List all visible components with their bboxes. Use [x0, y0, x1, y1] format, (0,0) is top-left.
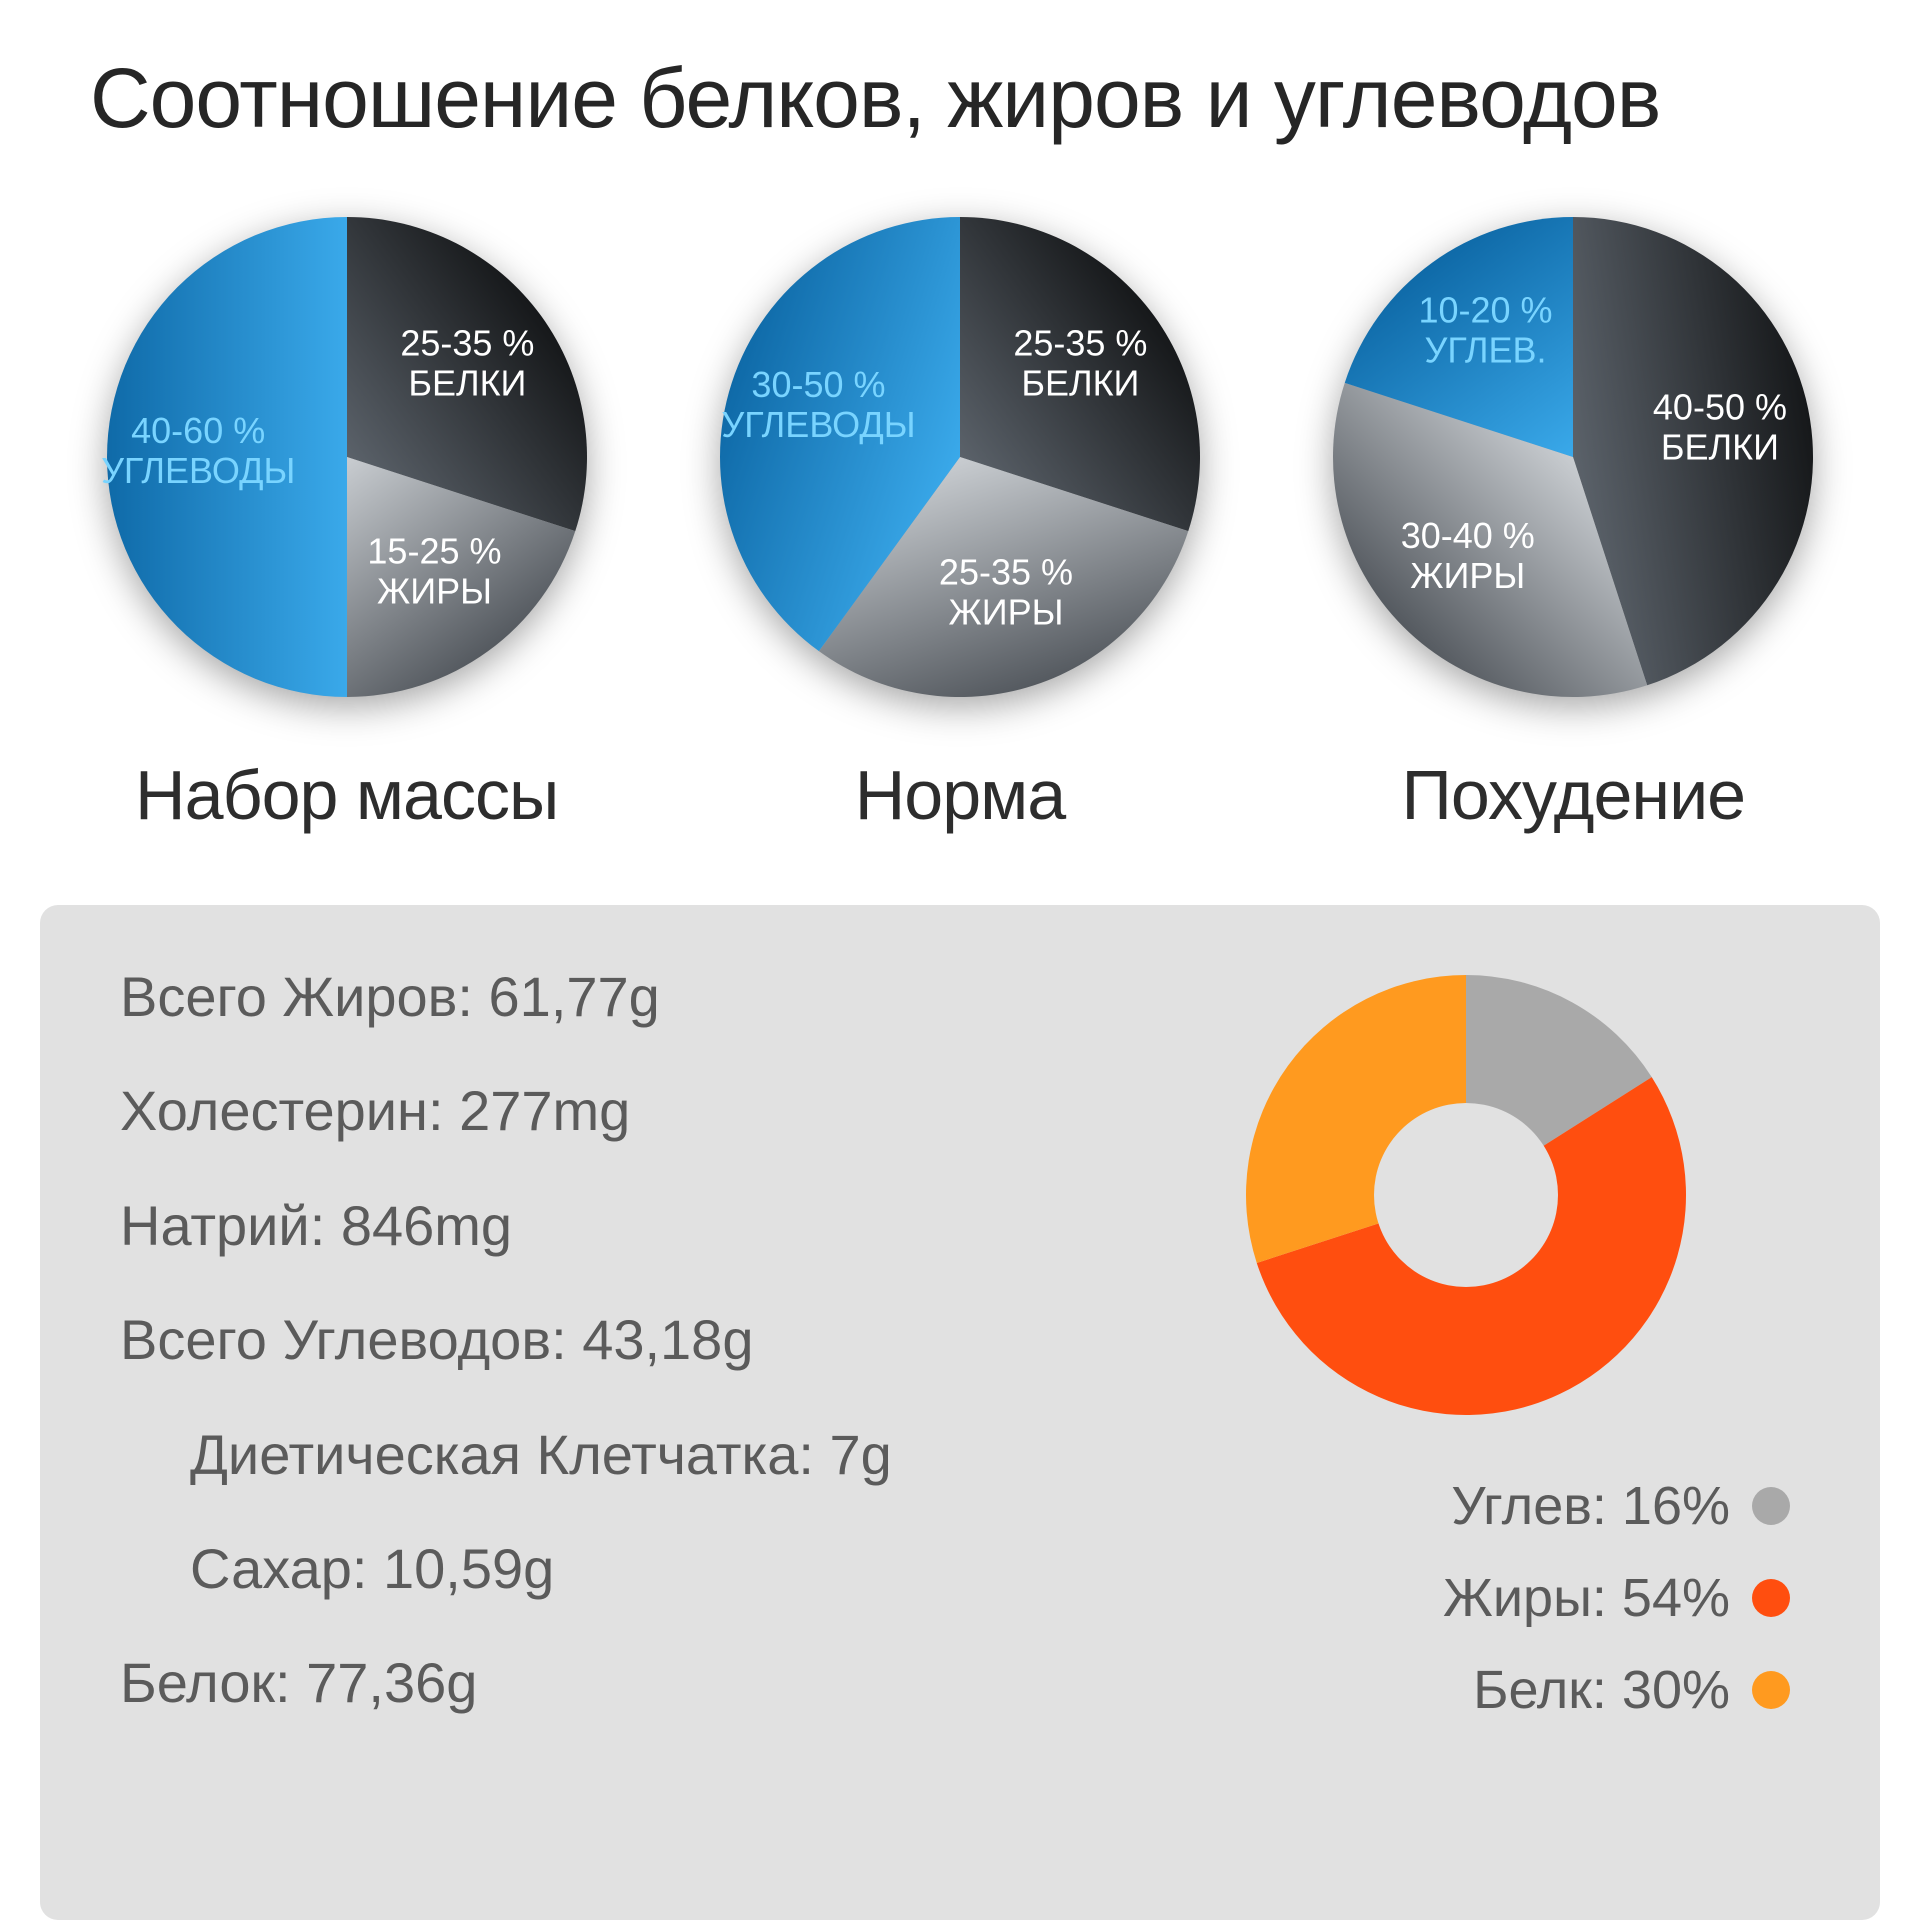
slice-pct-label: 25-35 %: [939, 552, 1073, 593]
legend-row: Белк: 30%: [1443, 1659, 1790, 1721]
nutrition-panel: Всего Жиров: 61,77g Холестерин: 277mg Натр…: [40, 905, 1880, 1920]
pie-chart: 25-35 %БЕЛКИ 15-25 %ЖИРЫ 40-60 %УГЛЕВОДЫ: [87, 197, 607, 717]
pie-row: 25-35 %БЕЛКИ15-25 %ЖИРЫ40-60 %УГЛЕВОДЫ Н…: [0, 177, 1920, 845]
pie-weight-loss: 40-50 %БЕЛКИ 30-40 %ЖИРЫ 10-20 %УГЛЕВ. Пох…: [1287, 197, 1860, 835]
slice-word-label: БЕЛКИ: [1021, 363, 1139, 404]
donut-legend: Углев: 16% Жиры: 54% Белк: 30%: [1443, 1475, 1790, 1721]
slice-pct-label: 40-60 %: [131, 410, 265, 451]
legend-label: Углев: 16%: [1451, 1475, 1730, 1537]
nutrition-fact: Диетическая Клетчатка: 7g: [120, 1423, 1083, 1487]
legend-row: Углев: 16%: [1443, 1475, 1790, 1537]
nutrition-facts: Всего Жиров: 61,77g Холестерин: 277mg Натр…: [120, 965, 1083, 1880]
slice-pct-label: 25-35 %: [1013, 323, 1147, 364]
nutrition-fact: Всего Углеводов: 43,18g: [120, 1308, 1083, 1372]
slice-word-label: БЕЛКИ: [1661, 427, 1779, 468]
slice-pct-label: 10-20 %: [1419, 290, 1553, 331]
pie-mass-gain: 25-35 %БЕЛКИ 15-25 %ЖИРЫ 40-60 %УГЛЕВОДЫ Н…: [60, 197, 633, 835]
slice-word-label: УГЛЕВОДЫ: [721, 404, 915, 445]
pie-caption: Набор массы: [135, 755, 558, 835]
pie-chart: 40-50 %БЕЛКИ 30-40 %ЖИРЫ 10-20 %УГЛЕВ.: [1313, 197, 1833, 717]
nutrition-fact: Всего Жиров: 61,77g: [120, 965, 1083, 1029]
slice-pct-label: 25-35 %: [400, 323, 534, 364]
nutrition-fact: Сахар: 10,59g: [120, 1537, 1083, 1601]
slice-pct-label: 40-50 %: [1653, 387, 1787, 428]
slice-pct-label: 15-25 %: [367, 530, 501, 571]
slice-word-label: УГЛЕВ.: [1425, 330, 1547, 371]
slice-word-label: УГЛЕВОДЫ: [101, 450, 295, 491]
legend-label: Жиры: 54%: [1443, 1567, 1730, 1629]
legend-dot: [1752, 1487, 1790, 1525]
nutrition-fact: Холестерин: 277mg: [120, 1079, 1083, 1143]
donut-hole: [1374, 1103, 1558, 1287]
pie-normal: 25-35 %БЕЛКИ25-35 %ЖИРЫ30-50 %УГЛЕВОДЫ Н…: [673, 197, 1246, 835]
legend-label: Белк: 30%: [1473, 1659, 1730, 1721]
page-title: Соотношение белков, жиров и углеводов: [0, 0, 1920, 177]
slice-word-label: ЖИРЫ: [377, 570, 492, 611]
legend-dot: [1752, 1579, 1790, 1617]
donut-chart: [1226, 955, 1706, 1435]
nutrition-fact: Белок: 77,36g: [120, 1651, 1083, 1715]
legend-dot: [1752, 1671, 1790, 1709]
pie-chart: 25-35 %БЕЛКИ25-35 %ЖИРЫ30-50 %УГЛЕВОДЫ: [700, 197, 1220, 717]
slice-word-label: ЖИРЫ: [948, 592, 1063, 633]
slice-pct-label: 30-50 %: [751, 364, 885, 405]
nutrition-fact: Натрий: 846mg: [120, 1194, 1083, 1258]
donut-side: Углев: 16% Жиры: 54% Белк: 30%: [1123, 965, 1811, 1880]
slice-word-label: БЕЛКИ: [408, 363, 526, 404]
slice-word-label: ЖИРЫ: [1411, 555, 1526, 596]
slice-pct-label: 30-40 %: [1401, 515, 1535, 556]
pie-caption: Норма: [855, 755, 1065, 835]
legend-row: Жиры: 54%: [1443, 1567, 1790, 1629]
pie-caption: Похудение: [1402, 755, 1746, 835]
